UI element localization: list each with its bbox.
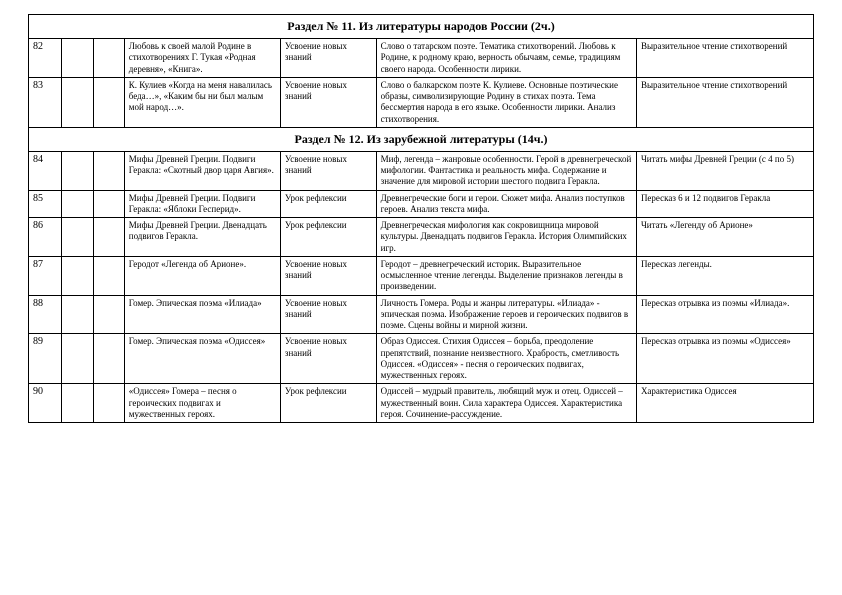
row-12-3-date-fact [93,256,124,295]
row-12-1-date-plan [62,190,93,218]
section-11-header: Раздел № 11. Из литературы народов Росси… [29,15,814,39]
row-12-1-content: Древнегреческие боги и герои. Сюжет мифа… [376,190,636,218]
row-12-4-topic: Гомер. Эпическая поэма «Илиада» [124,295,280,334]
row-11-1-topic: К. Кулиев «Когда на меня навалилась беда… [124,77,280,127]
row-12-0-date-plan [62,151,93,190]
row-12-4-homework: Пересказ отрывка из поэмы «Илиада». [636,295,813,334]
row-12-6-content: Одиссей – мудрый правитель, любящий муж … [376,384,636,423]
row-12-1-num: 85 [29,190,62,218]
row-11-1-date-fact [93,77,124,127]
row-11-1-type: Усвоение новых знаний [280,77,376,127]
row-12-2-topic: Мифы Древней Греции. Двенадцать подвигов… [124,218,280,257]
row-11-0-content: Слово о татарском поэте. Тематика стихот… [376,39,636,78]
row-12-2-type: Урок рефлексии [280,218,376,257]
row-12-5-date-fact [93,334,124,384]
row-12-3-topic: Геродот «Легенда об Арионе». [124,256,280,295]
row-12-4-date-fact [93,295,124,334]
row-12-0-homework: Читать мифы Древней Греции (с 4 по 5) [636,151,813,190]
row-12-4-num: 88 [29,295,62,334]
row-12-3-content: Геродот – древнегреческий историк. Выраз… [376,256,636,295]
row-12-1-topic: Мифы Древней Греции. Подвиги Геракла: «Я… [124,190,280,218]
row-12-5-content: Образ Одиссея. Стихия Одиссея – борьба, … [376,334,636,384]
curriculum-table: Раздел № 11. Из литературы народов Росси… [28,14,814,423]
row-12-4-type: Усвоение новых знаний [280,295,376,334]
row-11-1-content: Слово о балкарском поэте К. Кулиеве. Осн… [376,77,636,127]
section-12-header: Раздел № 12. Из зарубежной литературы (1… [29,127,814,151]
row-12-4-date-plan [62,295,93,334]
row-11-0-num: 82 [29,39,62,78]
row-12-0-date-fact [93,151,124,190]
row-12-3-date-plan [62,256,93,295]
page: Раздел № 11. Из литературы народов Росси… [0,0,842,433]
row-12-6-homework: Характеристика Одиссея [636,384,813,423]
row-12-6-date-plan [62,384,93,423]
row-12-5-topic: Гомер. Эпическая поэма «Одиссея» [124,334,280,384]
row-12-6-topic: «Одиссея» Гомера – песня о героических п… [124,384,280,423]
row-12-3-type: Усвоение новых знаний [280,256,376,295]
row-11-1-date-plan [62,77,93,127]
row-11-0-type: Усвоение новых знаний [280,39,376,78]
row-12-6-date-fact [93,384,124,423]
row-12-1-type: Урок рефлексии [280,190,376,218]
row-12-6-num: 90 [29,384,62,423]
row-12-0-content: Миф, легенда – жанровые особенности. Гер… [376,151,636,190]
row-12-0-num: 84 [29,151,62,190]
row-11-0-homework: Выразительное чтение стихотворений [636,39,813,78]
row-12-5-date-plan [62,334,93,384]
row-12-5-homework: Пересказ отрывка из поэмы «Одиссея» [636,334,813,384]
row-12-0-topic: Мифы Древней Греции. Подвиги Геракла: «С… [124,151,280,190]
row-12-1-homework: Пересказ 6 и 12 подвигов Геракла [636,190,813,218]
row-12-2-num: 86 [29,218,62,257]
row-12-4-content: Личность Гомера. Роды и жанры литературы… [376,295,636,334]
row-12-2-homework: Читать «Легенду об Арионе» [636,218,813,257]
row-12-5-num: 89 [29,334,62,384]
row-12-6-type: Урок рефлексии [280,384,376,423]
row-11-0-date-plan [62,39,93,78]
row-11-1-homework: Выразительное чтение стихотворений [636,77,813,127]
row-12-5-type: Усвоение новых знаний [280,334,376,384]
row-12-2-date-plan [62,218,93,257]
row-12-2-date-fact [93,218,124,257]
row-11-1-num: 83 [29,77,62,127]
row-12-2-content: Древнегреческая мифология как сокровищни… [376,218,636,257]
row-12-1-date-fact [93,190,124,218]
row-12-3-num: 87 [29,256,62,295]
row-12-0-type: Усвоение новых знаний [280,151,376,190]
row-11-0-date-fact [93,39,124,78]
row-12-3-homework: Пересказ легенды. [636,256,813,295]
row-11-0-topic: Любовь к своей малой Родине в стихотворе… [124,39,280,78]
